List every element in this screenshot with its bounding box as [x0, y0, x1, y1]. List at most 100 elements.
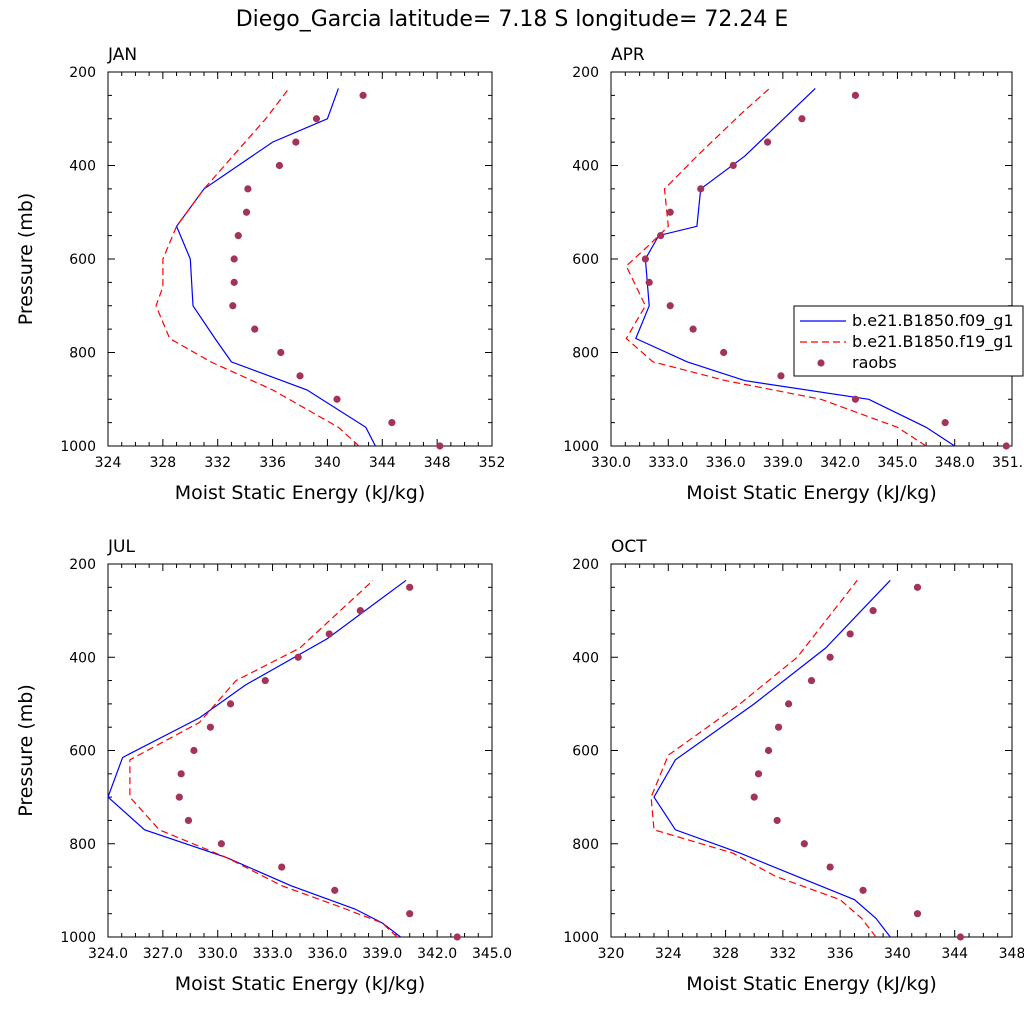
x-tick-label: 324	[95, 455, 122, 471]
raobs-point	[913, 910, 922, 918]
raobs-point	[175, 793, 183, 801]
y-axis-title: Pressure (mb)	[15, 193, 37, 326]
raobs-point	[798, 115, 806, 123]
series-line	[650, 579, 877, 938]
raobs-point	[807, 676, 816, 685]
y-tick-label: 800	[69, 346, 96, 362]
raobs-point	[244, 185, 252, 193]
raobs-point	[333, 395, 341, 403]
raobs-point	[206, 723, 214, 731]
plot-frame	[107, 563, 493, 938]
raobs-point	[229, 302, 237, 310]
raobs-point	[325, 630, 333, 638]
raobs-point	[826, 653, 834, 661]
x-tick-label: 340	[884, 946, 911, 962]
x-tick-label: 344	[941, 946, 968, 962]
y-tick-label: 1000	[60, 439, 96, 455]
raobs-point	[312, 115, 321, 123]
raobs-point	[230, 255, 238, 263]
y-tick-label: 400	[572, 159, 599, 175]
x-tick-label: 320	[598, 946, 625, 962]
raobs-point	[697, 185, 705, 193]
raobs-point	[278, 863, 286, 871]
x-axis-title: Moist Static Energy (kJ/kg)	[175, 482, 426, 504]
x-tick-label: 348	[424, 455, 451, 471]
x-tick-label: 336	[827, 946, 854, 962]
y-tick-label: 600	[572, 744, 599, 760]
x-tick-label: 336.0	[307, 946, 347, 962]
raobs-point	[234, 232, 242, 240]
legend-marker	[817, 359, 825, 367]
raobs-point	[177, 770, 185, 778]
raobs-point	[406, 910, 414, 918]
x-tick-label: 345.0	[877, 455, 917, 471]
raobs-point	[773, 816, 781, 825]
raobs-point	[645, 278, 653, 286]
y-tick-label: 800	[572, 346, 599, 362]
raobs-point	[729, 161, 737, 170]
x-tick-label: 339.0	[362, 946, 402, 962]
x-tick-label: 342.0	[417, 946, 457, 962]
x-axis-title: Moist Static Energy (kJ/kg)	[175, 973, 426, 995]
legend-box	[793, 305, 1024, 377]
x-tick-label: 333.0	[253, 946, 293, 962]
legend-label: raobs	[852, 353, 897, 372]
legend-label: b.e21.B1850.f19_g1	[852, 332, 1014, 352]
raobs-point	[941, 419, 949, 427]
raobs-point	[666, 302, 674, 310]
series-line	[175, 88, 376, 447]
x-tick-label: 339.0	[763, 455, 803, 471]
panel-label: JAN	[107, 45, 137, 65]
y-axis-title: Pressure (mb)	[15, 684, 37, 817]
raobs-point	[956, 933, 965, 941]
series-raobs	[641, 91, 1010, 450]
raobs-point	[657, 232, 665, 240]
series-line	[107, 579, 407, 938]
plot-frame	[610, 563, 1013, 938]
raobs-point	[851, 395, 860, 403]
x-tick-label: 348.0	[935, 455, 975, 471]
raobs-point	[184, 816, 193, 825]
y-tick-label: 400	[69, 159, 96, 175]
raobs-point	[453, 933, 461, 941]
figure-title: Diego_Garcia latitude= 7.18 S longitude=…	[236, 7, 789, 32]
raobs-point	[859, 886, 867, 894]
raobs-point	[777, 372, 785, 380]
series-raobs	[175, 583, 461, 941]
raobs-point	[217, 840, 225, 848]
x-tick-label: 336.0	[706, 455, 746, 471]
series-raobs	[229, 91, 444, 450]
raobs-point	[436, 442, 444, 450]
x-tick-label: 330.0	[198, 946, 238, 962]
x-tick-label: 332	[204, 455, 231, 471]
raobs-point	[251, 325, 259, 333]
legend: b.e21.B1850.f09_g1b.e21.B1850.f19_g1raob…	[793, 305, 1024, 377]
raobs-point	[750, 793, 758, 801]
x-tick-label: 332	[769, 946, 796, 962]
raobs-point	[826, 863, 834, 871]
raobs-point	[296, 372, 304, 380]
x-tick-label: 345.0	[472, 946, 512, 962]
raobs-point	[294, 653, 302, 661]
y-tick-label: 1000	[563, 930, 599, 946]
y-tick-label: 600	[69, 744, 96, 760]
x-tick-label: 328	[712, 946, 739, 962]
raobs-point	[800, 840, 808, 848]
raobs-point	[242, 208, 251, 216]
y-tick-label: 400	[572, 650, 599, 666]
raobs-point	[261, 676, 269, 685]
raobs-point	[356, 607, 364, 615]
series-line	[653, 579, 891, 938]
raobs-point	[406, 583, 414, 591]
raobs-point	[913, 583, 922, 591]
y-tick-label: 600	[69, 252, 96, 268]
series-line	[155, 88, 360, 447]
panel-label: OCT	[611, 537, 647, 557]
legend-label: b.e21.B1850.f09_g1	[852, 311, 1014, 331]
